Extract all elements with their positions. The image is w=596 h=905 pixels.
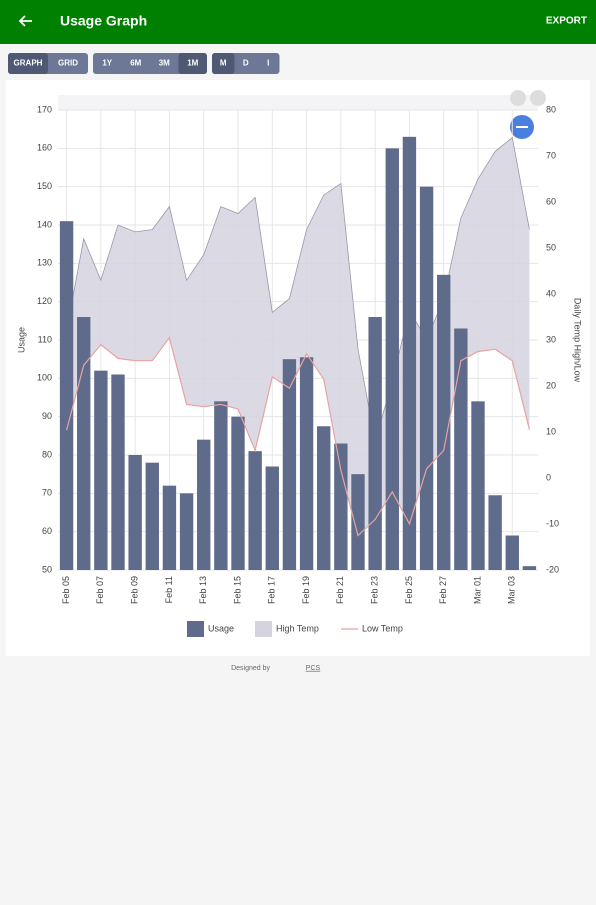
y2-tick-label: -20	[546, 564, 559, 574]
bar	[145, 462, 159, 570]
x-tick-label: Feb 09	[130, 576, 140, 604]
legend-swatch	[187, 621, 204, 637]
bar	[454, 328, 468, 570]
x-tick-label: Mar 03	[507, 576, 517, 604]
bar	[471, 401, 485, 570]
x-tick-label: Feb 21	[335, 576, 345, 604]
x-tick-label: Feb 11	[164, 576, 174, 603]
bar	[179, 493, 194, 570]
bar	[162, 485, 177, 570]
legend-label: Usage	[208, 623, 234, 633]
y2-tick-label: -10	[546, 518, 559, 528]
y-tick-label: 70	[42, 488, 52, 498]
bar	[94, 370, 108, 570]
bar	[334, 443, 348, 570]
x-tick-label: Feb 27	[438, 576, 448, 604]
active-button	[212, 53, 235, 74]
bar	[385, 148, 399, 571]
y2-tick-label: 70	[546, 150, 556, 160]
y-tick-label: 150	[37, 181, 52, 191]
app-title: Usage Graph	[60, 13, 147, 29]
zoom-strip	[58, 95, 538, 110]
bar	[59, 221, 74, 570]
bar	[522, 566, 537, 570]
y2-tick-label: 20	[546, 380, 556, 390]
bar	[111, 374, 125, 570]
zoom-button[interactable]	[530, 90, 546, 106]
active-button	[178, 53, 207, 74]
legend-label: Low Temp	[362, 623, 403, 633]
legend-swatch	[255, 621, 272, 637]
active-button	[8, 53, 48, 74]
x-tick-label: Feb 07	[95, 576, 105, 604]
y-tick-label: 140	[37, 219, 52, 229]
bar	[368, 317, 382, 570]
toolbar-button[interactable]: GRID	[58, 59, 78, 68]
y-tick-label: 130	[37, 258, 52, 268]
bar	[214, 401, 228, 570]
bar	[488, 495, 502, 570]
footer-link[interactable]: PCS	[306, 665, 321, 672]
x-tick-label: Feb 05	[61, 576, 71, 604]
bar	[128, 455, 142, 570]
y-tick-label: 170	[37, 104, 52, 114]
bar	[231, 416, 245, 570]
toolbar-button[interactable]: GRAPH	[14, 59, 43, 68]
y-tick-label: 120	[37, 296, 52, 306]
toolbar-button[interactable]: D	[243, 59, 249, 68]
toolbar-button[interactable]: 1M	[187, 59, 198, 68]
footer-text: Designed by	[231, 665, 270, 672]
bar	[265, 466, 279, 570]
bar	[77, 317, 91, 570]
x-tick-label: Feb 17	[267, 576, 277, 604]
x-tick-label: Feb 25	[404, 576, 414, 604]
bar	[317, 426, 331, 570]
y2-tick-label: 80	[546, 104, 556, 114]
legend-label: High Temp	[276, 623, 319, 633]
area-edge	[66, 136, 530, 442]
y-axis-label: Usage	[16, 327, 26, 353]
y2-tick-label: 30	[546, 334, 556, 344]
bar	[402, 136, 417, 571]
line	[65, 336, 531, 537]
toolbar-button[interactable]: 6M	[130, 59, 141, 68]
y2-tick-label: 40	[546, 288, 556, 298]
x-tick-label: Feb 23	[370, 576, 380, 604]
y-tick-label: 90	[42, 411, 52, 421]
x-tick-label: Mar 01	[472, 576, 482, 604]
bar	[437, 274, 451, 570]
y2-tick-label: 60	[546, 196, 556, 206]
x-tick-label: Feb 19	[301, 576, 311, 604]
toolbar-button[interactable]: M	[220, 59, 227, 68]
zoom-button[interactable]	[510, 90, 526, 106]
y-tick-label: 160	[37, 143, 52, 153]
bar	[248, 451, 262, 570]
bar	[419, 186, 434, 570]
y2-tick-label: 50	[546, 242, 556, 252]
toolbar-button[interactable]: 3M	[159, 59, 170, 68]
toolbar-button[interactable]: I	[267, 59, 269, 68]
bar	[299, 357, 314, 570]
y2-tick-label: 10	[546, 426, 556, 436]
toolbar-button[interactable]: 1Y	[102, 59, 112, 68]
y-tick-label: 100	[37, 373, 52, 383]
bar	[505, 535, 519, 570]
x-tick-label: Feb 13	[198, 576, 208, 604]
y-tick-label: 50	[42, 564, 52, 574]
bar	[282, 359, 297, 570]
x-tick-label: Feb 15	[232, 576, 242, 604]
y2-tick-label: 0	[546, 472, 551, 482]
back-button[interactable]	[18, 15, 32, 27]
y2-axis-label: Daily Temp High/Low	[573, 298, 583, 383]
y-tick-label: 80	[42, 449, 52, 459]
y-tick-label: 60	[42, 526, 52, 536]
app-bar	[0, 0, 596, 44]
y-tick-label: 110	[38, 334, 52, 344]
export-button[interactable]: EXPORT	[546, 16, 587, 27]
bar	[351, 474, 365, 570]
bar	[197, 439, 211, 570]
